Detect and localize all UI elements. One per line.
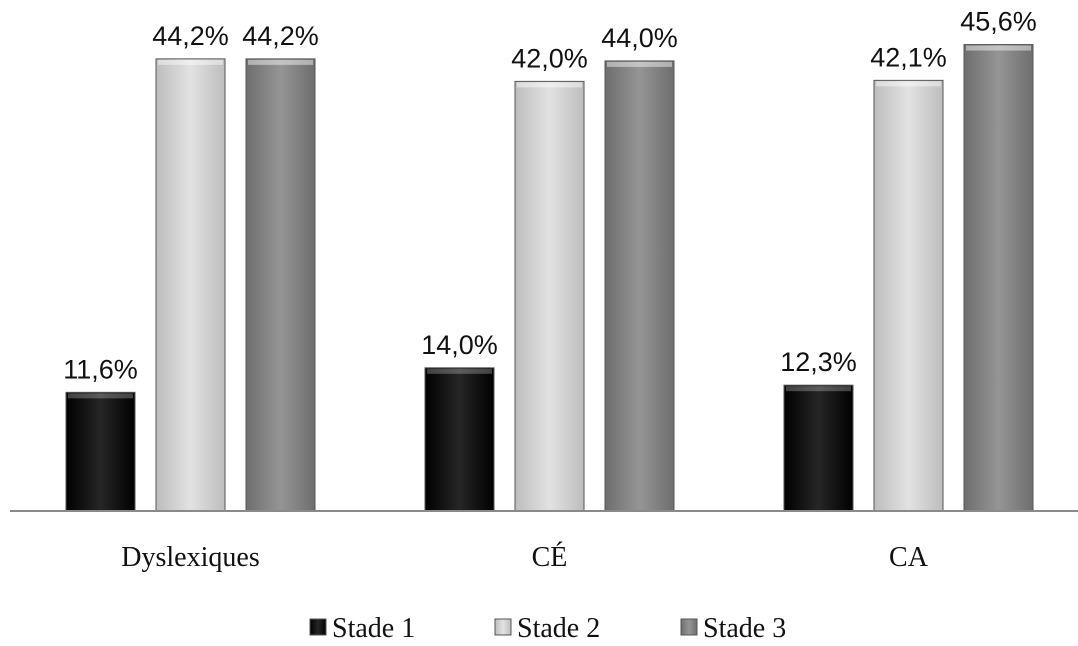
bar-highlight — [158, 59, 223, 65]
data-label: 44,2% — [152, 21, 229, 51]
bar-3-3 — [963, 44, 1034, 512]
data-label: 42,0% — [511, 43, 588, 73]
data-label: 14,0% — [421, 330, 498, 360]
category-label: Dyslexiques — [121, 542, 259, 573]
legend-swatch — [309, 618, 327, 636]
bar-highlight — [607, 61, 672, 67]
legend-swatch — [494, 618, 512, 636]
bar-highlight — [68, 393, 133, 399]
data-label: 45,6% — [960, 7, 1037, 37]
legend-label: Stade 1 — [332, 613, 415, 644]
bar-3-2 — [604, 60, 675, 512]
data-label: 44,2% — [242, 21, 319, 51]
bar-highlight — [966, 45, 1031, 51]
legend-swatch — [680, 618, 698, 636]
data-label: 12,3% — [780, 347, 857, 377]
bar-highlight — [876, 81, 941, 87]
category-label: CÉ — [532, 542, 568, 573]
bar-2-2 — [514, 80, 585, 512]
category-label: CA — [889, 542, 929, 573]
bar-highlight — [427, 368, 492, 374]
bar-highlight — [517, 82, 582, 88]
bar-3-1 — [245, 58, 316, 512]
bar-2-1 — [155, 58, 226, 512]
bar-1-1 — [65, 391, 136, 512]
data-label: 11,6% — [63, 354, 138, 384]
data-label: 44,0% — [601, 23, 678, 53]
bar-highlight — [248, 59, 313, 65]
bar-highlight — [786, 386, 851, 392]
bar-1-3 — [783, 384, 854, 512]
bar-1-2 — [424, 367, 495, 512]
data-label: 42,1% — [870, 42, 947, 72]
legend-label: Stade 2 — [517, 613, 600, 644]
bar-2-3 — [873, 79, 944, 512]
legend-label: Stade 3 — [703, 613, 786, 644]
